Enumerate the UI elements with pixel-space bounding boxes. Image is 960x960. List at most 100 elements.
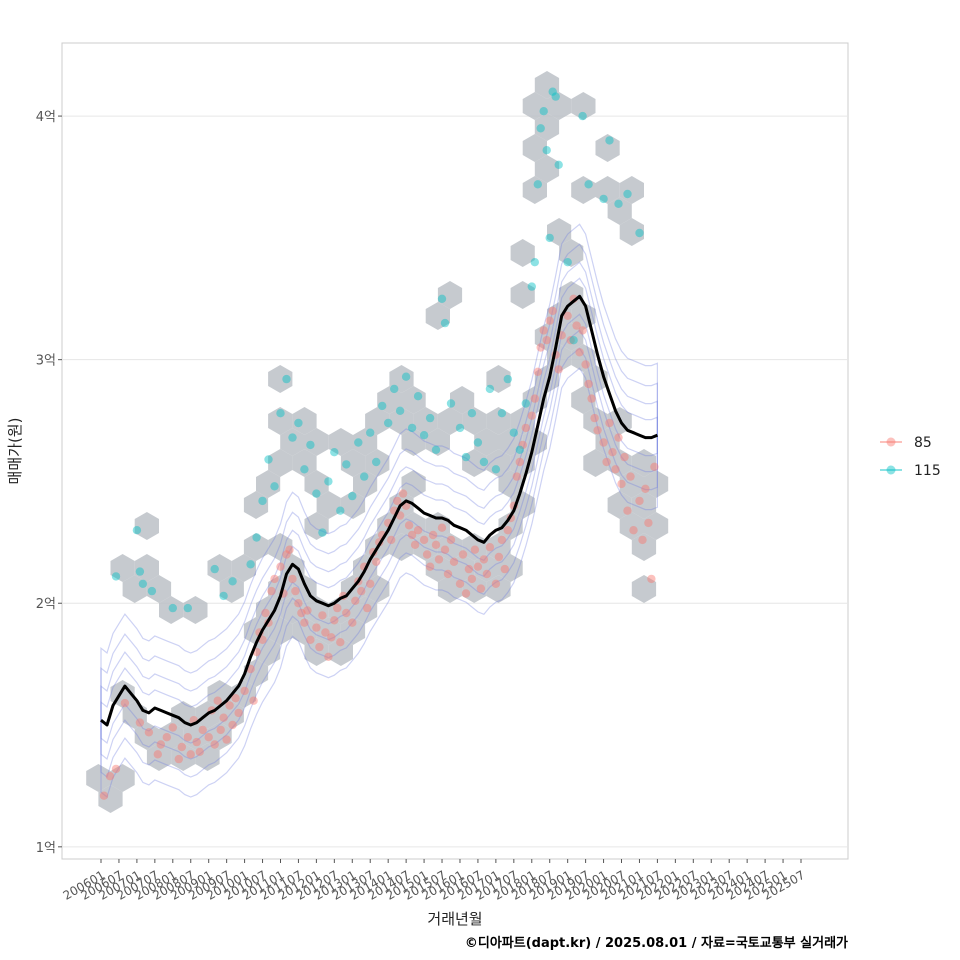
scatter-point-85: [333, 603, 342, 613]
scatter-point-85: [530, 394, 539, 403]
scatter-point-85: [545, 316, 554, 325]
scatter-point-85: [512, 472, 521, 481]
scatter-point-115: [497, 409, 507, 418]
hexbin-cell: [595, 134, 620, 162]
hexbin-cell: [389, 407, 414, 435]
scatter-point-115: [300, 465, 309, 474]
scatter-point-115: [210, 564, 219, 574]
scatter-point-85: [443, 569, 453, 579]
hexbin-cell: [231, 554, 256, 582]
hexbin-cell: [268, 617, 293, 645]
hexbin-cell: [256, 596, 281, 624]
hexbin-cell: [243, 617, 269, 645]
hexbin-cell: [401, 512, 426, 540]
scatter-point-85: [324, 652, 333, 661]
hexbin-cell: [110, 764, 135, 792]
scatter-point-85: [572, 321, 581, 330]
scatter-point-85: [446, 535, 456, 545]
hexbin-cell: [389, 533, 414, 561]
scatter-point-85: [536, 343, 545, 352]
hexbin-cell: [510, 491, 535, 519]
scatter-point-85: [548, 306, 557, 316]
trend-line-layer: [100, 294, 658, 727]
scatter-point-85: [198, 725, 207, 735]
scatter-point-115: [569, 336, 578, 345]
scatter-point-115: [413, 392, 423, 401]
y-tick-label: 3억: [36, 354, 56, 369]
hexbin-cell: [134, 554, 159, 582]
scatter-point-115: [282, 374, 291, 384]
scatter-point-85: [461, 589, 471, 598]
hexbin-cell: [498, 470, 523, 498]
scatter-point-85: [617, 479, 626, 489]
scatter-point-115: [536, 124, 545, 133]
hexbin-cell: [389, 365, 414, 393]
density-contour: [100, 261, 658, 761]
scatter-point-115: [219, 591, 228, 601]
scatter-point-85: [542, 336, 551, 345]
hexbin-cell: [498, 512, 523, 540]
scatter-point-85: [222, 735, 231, 744]
hexbin-cell: [644, 470, 669, 498]
scatter-point-115: [563, 258, 572, 267]
scatter-point-115: [312, 489, 321, 498]
density-contour: [100, 223, 658, 799]
scatter-point-85: [216, 725, 225, 735]
hexbin-cell: [219, 701, 244, 729]
scatter-point-85: [503, 526, 512, 535]
hexbin-cell: [268, 407, 293, 435]
scatter-point-85: [294, 599, 303, 608]
hexbin-cell: [559, 323, 584, 351]
scatter-point-85: [419, 535, 429, 545]
scatter-point-85: [608, 448, 617, 457]
hexbin-cell: [619, 512, 644, 540]
x-axis: 2006012006072007012007072008012008072009…: [61, 859, 807, 903]
scatter-point-85: [393, 496, 402, 506]
scatter-point-85: [458, 550, 468, 559]
hexbin-cell: [474, 554, 499, 582]
scatter-point-115: [635, 228, 644, 238]
hexbin-cell: [413, 407, 438, 435]
hexbin-cell: [268, 575, 293, 603]
hexbin-cell: [425, 428, 450, 456]
scatter-point-85: [482, 569, 492, 579]
hexbin-cell: [268, 533, 293, 561]
hexbin-cell: [510, 449, 535, 477]
scatter-point-85: [491, 579, 501, 588]
hexbin-cell: [607, 449, 632, 477]
scatter-point-115: [360, 472, 369, 481]
scatter-point-85: [306, 635, 315, 644]
scatter-point-85: [497, 535, 507, 545]
scatter-point-85: [584, 379, 593, 389]
y-tick-label: 4억: [36, 110, 56, 125]
scatter-point-115: [509, 428, 518, 437]
caption: ©디아파트(dapt.kr) / 2025.08.01 / 자료=국토교통부 실…: [465, 935, 848, 951]
scatter-point-115: [545, 233, 554, 243]
scatter-point-85: [387, 535, 396, 545]
scatter-point-115: [491, 465, 501, 474]
hexbin-cell: [292, 449, 317, 477]
scatter-point-115: [390, 384, 399, 394]
hexbin-cell: [292, 407, 317, 435]
scatter-point-85: [231, 694, 240, 703]
hexbin-cell: [243, 533, 269, 561]
scatter-point-85: [434, 555, 444, 564]
hexbin-cell: [559, 281, 584, 309]
hexbin-cell: [195, 743, 220, 771]
scatter-point-85: [623, 506, 632, 515]
scatter-point-85: [578, 326, 587, 335]
scatter-point-85: [404, 521, 414, 530]
scatter-point-85: [120, 698, 130, 708]
scatter-point-85: [539, 326, 548, 335]
hexbin-cell: [256, 638, 281, 666]
y-axis-title: 매매가(원): [6, 418, 24, 485]
scatter-point-85: [521, 423, 530, 433]
density-contour: [100, 277, 658, 745]
scatter-point-85: [611, 465, 620, 474]
scatter-point-85: [464, 564, 474, 574]
scatter-point-85: [422, 550, 432, 559]
hexbin-cell: [437, 407, 463, 435]
legend-key-dot: [886, 437, 896, 447]
y-tick-label: 2억: [36, 597, 56, 612]
hexbin-cell: [583, 449, 608, 477]
